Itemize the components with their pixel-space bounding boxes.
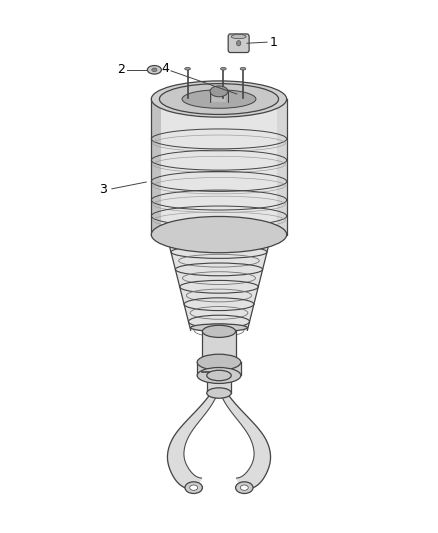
Ellipse shape: [185, 482, 202, 494]
Ellipse shape: [207, 388, 231, 398]
Ellipse shape: [210, 86, 228, 97]
Polygon shape: [202, 332, 236, 362]
Ellipse shape: [220, 67, 226, 70]
Ellipse shape: [148, 66, 161, 74]
Ellipse shape: [240, 67, 246, 70]
Ellipse shape: [240, 485, 248, 490]
Ellipse shape: [152, 68, 157, 71]
Ellipse shape: [151, 81, 287, 117]
Polygon shape: [210, 91, 212, 102]
Ellipse shape: [237, 41, 241, 46]
Polygon shape: [151, 99, 287, 235]
Ellipse shape: [191, 324, 247, 332]
Text: 3: 3: [99, 183, 107, 196]
Ellipse shape: [207, 370, 231, 381]
Ellipse shape: [231, 35, 246, 39]
Ellipse shape: [151, 216, 287, 253]
Polygon shape: [207, 375, 231, 393]
Polygon shape: [276, 99, 287, 235]
Text: 1: 1: [270, 36, 278, 49]
FancyBboxPatch shape: [228, 34, 249, 53]
Polygon shape: [151, 99, 162, 235]
Text: 4: 4: [162, 62, 170, 75]
Polygon shape: [221, 394, 271, 489]
Polygon shape: [210, 91, 228, 102]
Ellipse shape: [159, 84, 279, 115]
Ellipse shape: [197, 354, 241, 370]
Ellipse shape: [202, 356, 236, 368]
Text: 2: 2: [117, 63, 125, 76]
Polygon shape: [167, 394, 217, 489]
Polygon shape: [166, 235, 272, 330]
Polygon shape: [197, 362, 241, 375]
Ellipse shape: [236, 482, 253, 494]
Ellipse shape: [182, 90, 256, 108]
Ellipse shape: [185, 67, 191, 70]
Polygon shape: [226, 91, 228, 102]
Ellipse shape: [197, 368, 241, 383]
Ellipse shape: [202, 325, 236, 337]
Ellipse shape: [190, 485, 198, 490]
